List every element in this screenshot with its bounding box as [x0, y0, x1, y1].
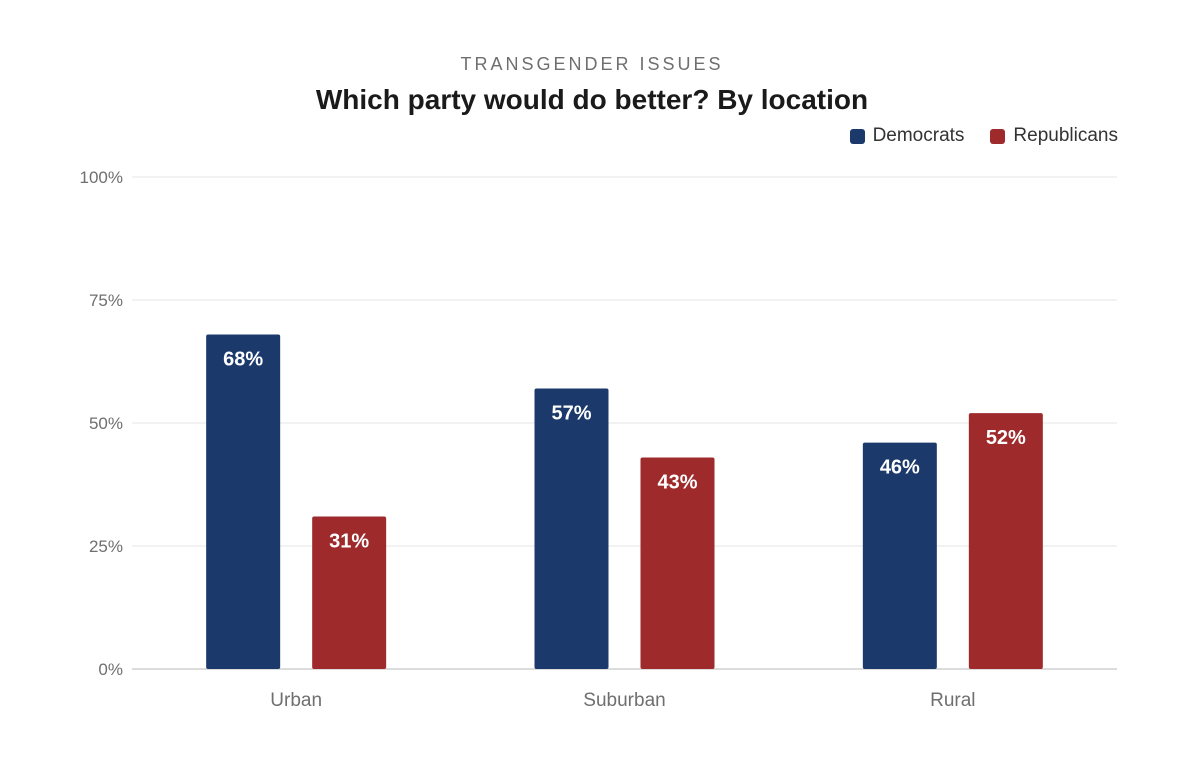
y-tick-label-100: 100%	[80, 168, 123, 187]
bar-label-republicans-suburban: 43%	[657, 471, 697, 493]
bar-democrats-urban	[206, 334, 281, 669]
legend-item-democrats[interactable]: Democrats	[849, 125, 965, 147]
x-tick-label-suburban: Suburban	[583, 690, 665, 711]
bar-democrats-rural	[862, 442, 937, 669]
y-tick-label-75: 75%	[89, 291, 123, 310]
bar-label-democrats-suburban: 57%	[551, 403, 591, 425]
x-tick-label-rural: Rural	[930, 690, 975, 711]
y-tick-label-0: 0%	[98, 660, 123, 679]
bar-republicans-rural	[968, 413, 1043, 669]
chart-title: Which party would do better? By location	[315, 84, 869, 115]
legend-label-democrats: Democrats	[872, 125, 965, 146]
bar-label-democrats-urban: 68%	[223, 348, 263, 370]
y-tick-label-25: 25%	[89, 537, 123, 556]
legend-swatch-democrats	[849, 128, 865, 144]
bar-label-republicans-urban: 31%	[329, 530, 369, 552]
chart-kicker: TRANSGENDER ISSUES	[460, 54, 724, 74]
bar-democrats-suburban	[534, 388, 609, 669]
legend-swatch-republicans	[990, 128, 1006, 144]
chart-legend: Democrats Republicans	[824, 125, 1118, 147]
legend-label-republicans: Republicans	[1013, 125, 1118, 146]
legend-item-republicans[interactable]: Republicans	[990, 125, 1118, 147]
x-tick-label-urban: Urban	[270, 690, 322, 711]
bar-republicans-suburban	[640, 457, 715, 669]
bar-republicans-urban	[312, 516, 387, 669]
bar-label-republicans-rural: 52%	[986, 427, 1026, 449]
y-tick-label-50: 50%	[89, 414, 123, 433]
bar-label-democrats-rural: 46%	[880, 457, 920, 479]
